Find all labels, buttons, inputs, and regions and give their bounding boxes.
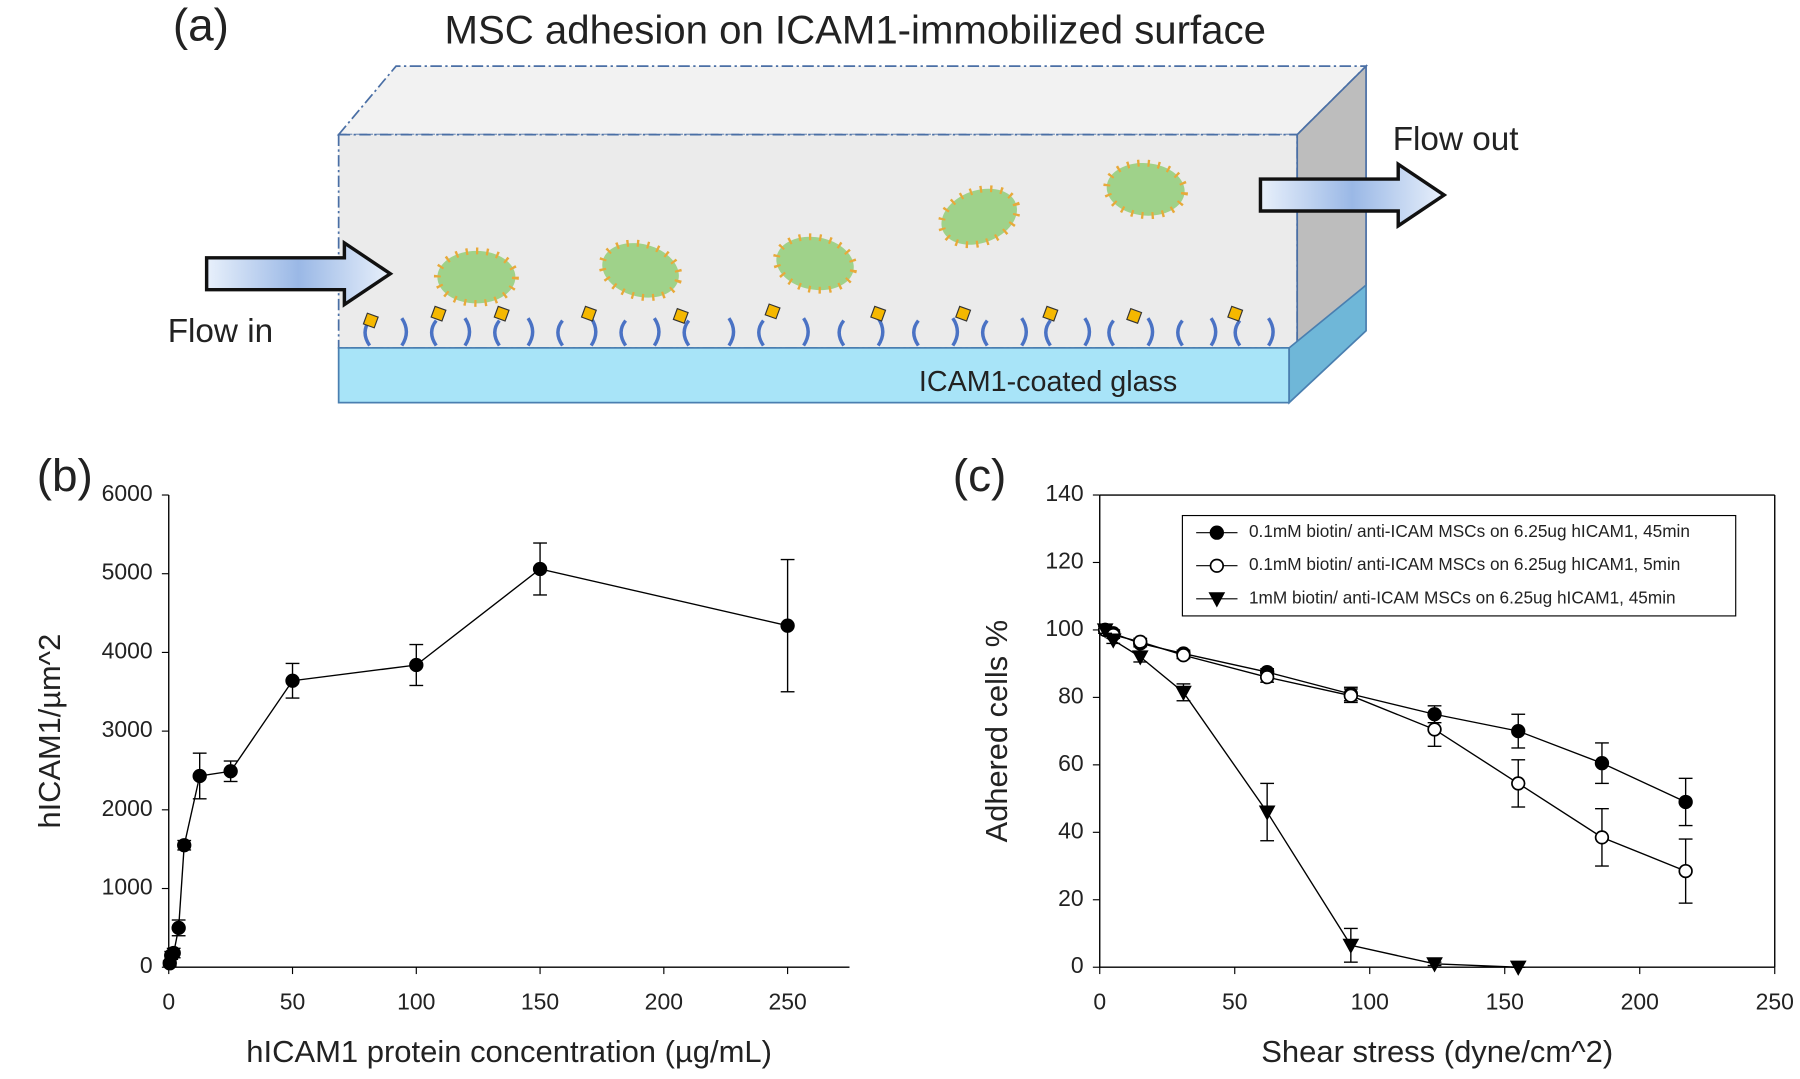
- marker: [1259, 670, 1275, 685]
- diagram: (a) MSC adhesion on ICAM1-immobilized su…: [168, 0, 1519, 405]
- y-tick-label: 60: [1058, 750, 1084, 776]
- x-tick-label: 150: [1486, 989, 1524, 1015]
- x-tick-label: 200: [645, 989, 683, 1015]
- marker: [780, 618, 795, 633]
- marker: [177, 838, 192, 853]
- marker: [1258, 805, 1276, 821]
- marker: [1511, 776, 1526, 791]
- series-line: [1104, 629, 1686, 803]
- marker: [1342, 938, 1360, 954]
- diagram-title: MSC adhesion on ICAM1-immobilized surfac…: [445, 9, 1266, 53]
- glass: [337, 347, 1291, 404]
- marker: [532, 561, 548, 577]
- marker: [1509, 960, 1527, 976]
- arrow-in: [204, 239, 394, 308]
- y-axis-title: Adhered cells %: [979, 620, 1014, 842]
- legend-label: 0.1mM biotin/ anti-ICAM MSCs on 6.25ug h…: [1249, 554, 1680, 574]
- x-tick-label: 150: [521, 989, 559, 1015]
- flow-in-label: Flow in: [168, 313, 273, 350]
- marker: [1133, 634, 1148, 649]
- flow-out-label: Flow out: [1393, 121, 1519, 158]
- arrow-out: [1258, 161, 1448, 230]
- y-tick-label: 140: [1045, 480, 1083, 506]
- marker: [1594, 830, 1610, 845]
- series-line: [1104, 629, 1519, 968]
- x-tick-label: 50: [280, 989, 306, 1015]
- x-tick-label: 250: [768, 989, 806, 1015]
- y-tick-label: 0: [140, 952, 153, 978]
- ligands: [363, 317, 1275, 347]
- marker: [223, 764, 238, 779]
- glass-side: [1288, 283, 1367, 405]
- x-axis-title: Shear stress (dyne/cm^2): [1261, 1034, 1613, 1069]
- panel-label: (b): [37, 450, 93, 501]
- marker: [1176, 648, 1191, 663]
- marker: [1175, 685, 1192, 701]
- marker: [1104, 633, 1122, 649]
- biotin: [362, 303, 1244, 329]
- y-tick-label: 1000: [102, 874, 153, 900]
- marker: [1131, 650, 1149, 666]
- marker: [1511, 723, 1526, 739]
- marker: [171, 920, 186, 936]
- channel-top: [336, 65, 1369, 136]
- marker: [285, 673, 300, 688]
- marker: [166, 945, 181, 961]
- x-tick-label: 200: [1621, 989, 1659, 1015]
- legend-marker: [1209, 525, 1225, 540]
- marker: [1594, 756, 1610, 771]
- y-tick-label: 40: [1058, 817, 1084, 843]
- y-tick-label: 2000: [102, 795, 153, 821]
- x-tick-label: 0: [162, 989, 175, 1015]
- x-tick-label: 100: [397, 989, 435, 1015]
- surface-label: ICAM1-coated glass: [919, 366, 1177, 398]
- x-axis-title: hICAM1 protein concentration (µg/mL): [246, 1034, 772, 1069]
- y-tick-label: 120: [1045, 548, 1083, 574]
- x-tick-label: 0: [1093, 989, 1106, 1015]
- y-tick-label: 80: [1058, 682, 1084, 708]
- y-tick-label: 6000: [102, 480, 153, 506]
- panel-label: (a): [173, 0, 229, 51]
- series-line: [169, 568, 788, 964]
- panel-label: (c): [953, 450, 1007, 501]
- marker: [1678, 794, 1693, 810]
- legend-label: 0.1mM biotin/ anti-ICAM MSCs on 6.25ug h…: [1249, 521, 1690, 541]
- marker: [1096, 623, 1114, 639]
- x-tick-label: 100: [1351, 989, 1389, 1015]
- y-tick-label: 4000: [102, 638, 153, 664]
- y-tick-label: 0: [1071, 952, 1084, 978]
- marker: [1426, 957, 1443, 973]
- legend-marker: [1209, 558, 1225, 573]
- legend-box: [1181, 514, 1737, 617]
- y-tick-label: 100: [1045, 615, 1083, 641]
- y-tick-label: 20: [1058, 885, 1084, 911]
- y-tick-label: 5000: [102, 559, 153, 585]
- marker: [1678, 863, 1693, 879]
- marker: [1343, 688, 1359, 703]
- marker: [409, 657, 424, 673]
- x-tick-label: 250: [1756, 989, 1794, 1015]
- y-tick-label: 3000: [102, 716, 153, 742]
- y-axis-title: hICAM1/µm^2: [32, 634, 67, 829]
- x-tick-label: 50: [1222, 989, 1248, 1015]
- series-line: [1104, 629, 1686, 872]
- cells: [433, 159, 1189, 307]
- legend-label: 1mM biotin/ anti-ICAM MSCs on 6.25ug hIC…: [1249, 587, 1676, 607]
- legend-marker: [1208, 592, 1226, 608]
- marker: [1427, 722, 1442, 737]
- marker: [192, 768, 207, 784]
